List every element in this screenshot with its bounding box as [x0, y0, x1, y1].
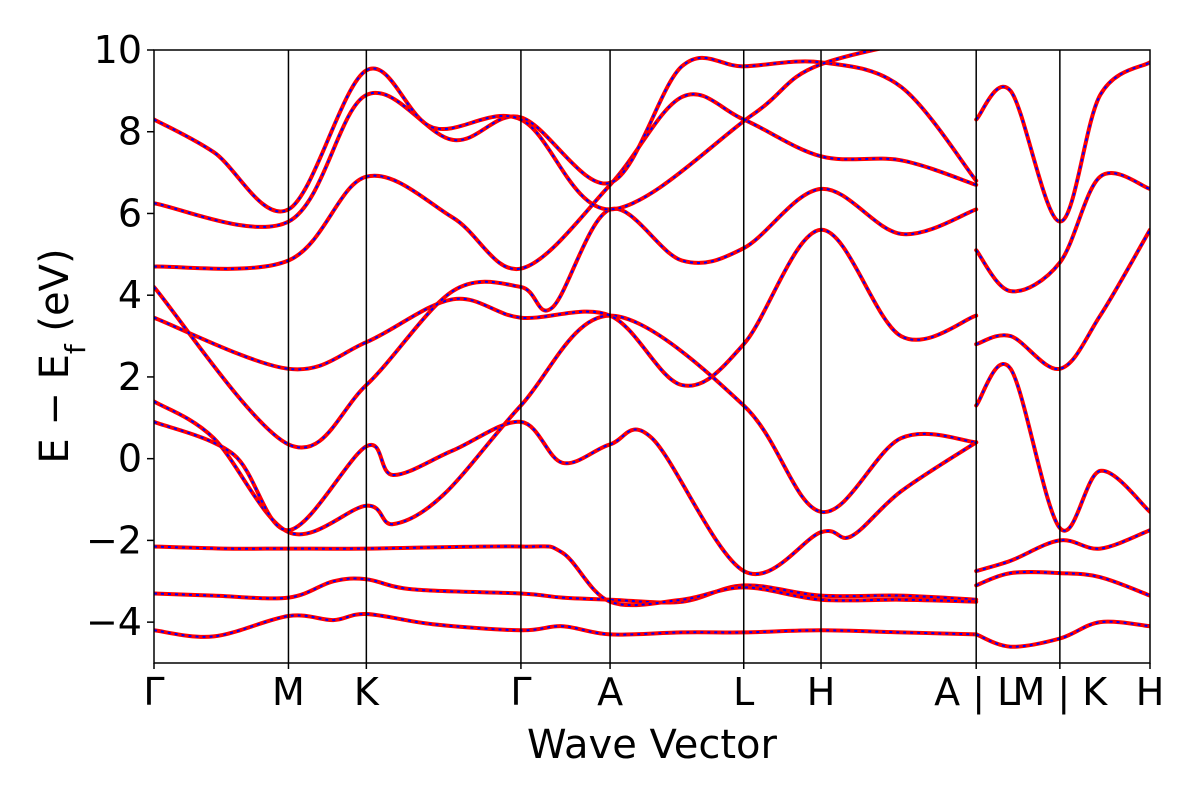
y-axis-title-subscript: f	[59, 343, 92, 354]
y-tick-label: 4	[118, 273, 142, 317]
x-tick-label: Γ	[143, 670, 164, 714]
x-tick-label: A | L	[934, 670, 1018, 715]
band-line-blue-8	[154, 56, 977, 228]
y-tick-label: 10	[94, 28, 142, 72]
x-tick-label: H	[807, 670, 836, 714]
x-axis-title: Wave Vector	[527, 722, 778, 768]
band-line-blue-14	[975, 529, 1150, 572]
y-tick-label: 0	[118, 437, 142, 481]
y-tick-label: 8	[118, 110, 142, 154]
y-tick-label: 6	[118, 191, 142, 235]
band-line-blue-6	[154, 187, 977, 449]
y-axis-title-prefix: E − E	[32, 354, 78, 464]
y-axis-title: E − Ef (eV)	[32, 248, 92, 463]
x-tick-label: K	[354, 670, 380, 714]
band-line-red-2	[154, 544, 979, 608]
band-line-blue-13	[975, 61, 1150, 223]
high-symmetry-lines	[287, 50, 1061, 663]
plot-frame	[153, 49, 1151, 664]
x-tick-label: L	[733, 670, 754, 714]
x-tick-label: A	[597, 670, 623, 714]
x-tick-label: H	[1136, 670, 1165, 714]
band-line-red-4	[154, 419, 979, 576]
y-axis-title-suffix: (eV)	[32, 248, 78, 344]
x-tick-label: M | K	[1013, 670, 1109, 715]
y-tick-label: −2	[86, 518, 142, 562]
band-line-red-7	[154, 92, 979, 271]
y-tick-label: 2	[118, 355, 142, 399]
y-axis-ticks: −4 −2 0 2 4 6 8 10	[86, 28, 154, 644]
band-line-blue-1	[154, 577, 977, 604]
band-line-blue-9	[154, 50, 878, 213]
x-axis-ticks: Γ M K Γ A L H A | LM | K H	[143, 663, 1164, 715]
x-tick-label: Γ	[510, 670, 531, 714]
band-line-blue-5	[154, 228, 977, 387]
y-tick-label: −4	[86, 600, 142, 644]
x-tick-label: M	[272, 670, 305, 714]
band-line-red-10	[974, 362, 1150, 533]
